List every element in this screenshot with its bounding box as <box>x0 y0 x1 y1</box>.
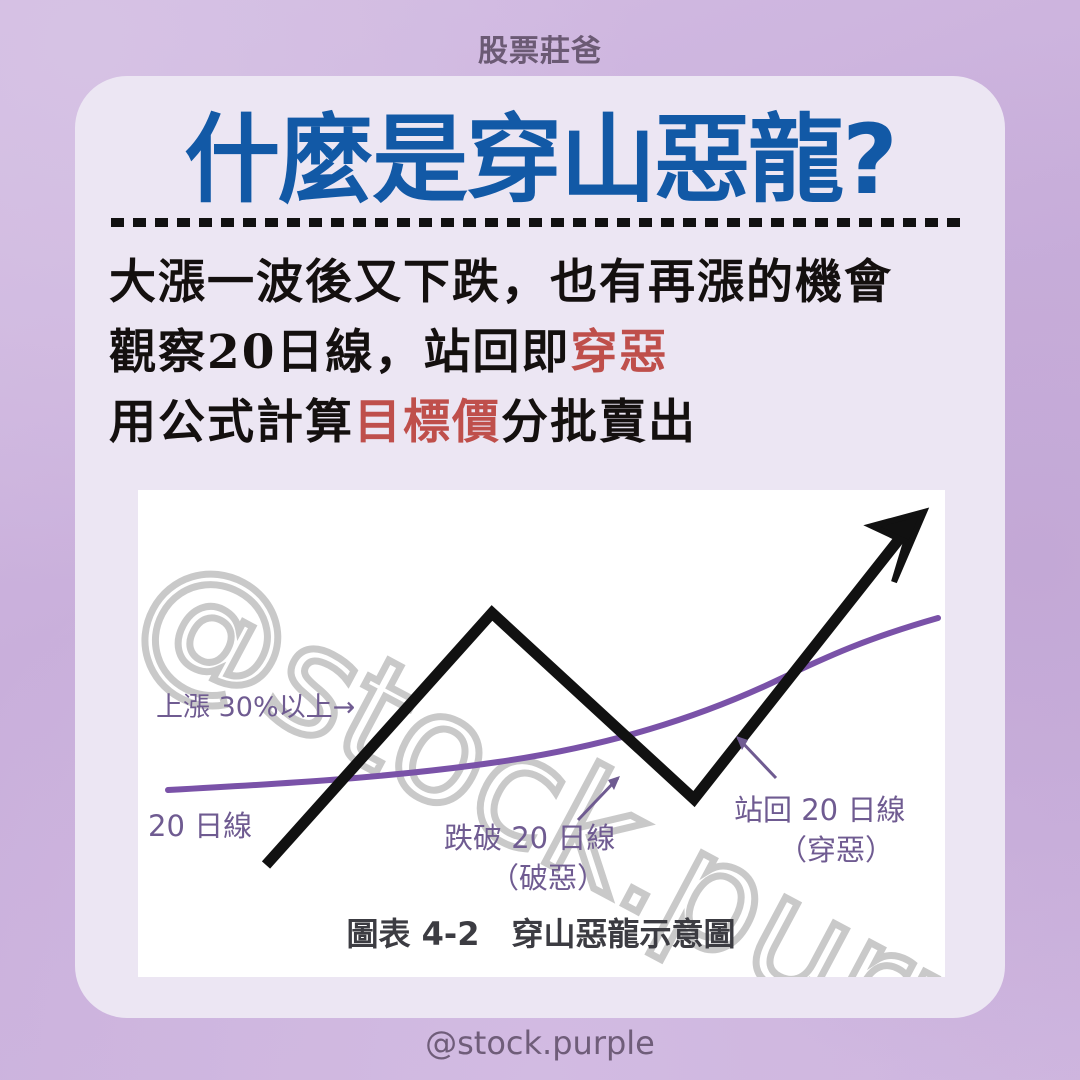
bullet-line-3: 用公式計算目標價分批賣出 <box>109 388 971 458</box>
bullet-2-highlight: 穿惡 <box>570 325 669 380</box>
bullet-1-text: 大漲一波後又下跌，也有再漲的機會 <box>109 255 893 310</box>
chart-panel: @stock.purple 上漲 30%以上→ 20 日線 跌破 20 日線 （… <box>138 490 945 977</box>
pattern-diagram-svg: @stock.purple 上漲 30%以上→ 20 日線 跌破 20 日線 （… <box>138 507 945 977</box>
annotation-break-sublabel: （破惡） <box>490 861 606 895</box>
bullet-3-text-a: 用公式計算 <box>109 395 354 450</box>
annotation-break-label: 跌破 20 日線 <box>444 821 615 855</box>
bullet-2-text: 觀察20日線，站回即 <box>109 325 571 380</box>
bullet-list: 大漲一波後又下跌，也有再漲的機會 觀察20日線，站回即穿惡 用公式計算目標價分批… <box>109 248 971 458</box>
content-card: 什麼是穿山惡龍? 大漲一波後又下跌，也有再漲的機會 觀察20日線，站回即穿惡 用… <box>75 76 1005 1018</box>
chart-watermark: @stock.purple <box>138 518 945 977</box>
annotation-recover-arrow-head <box>736 736 748 750</box>
dashed-divider <box>111 218 969 227</box>
bullet-line-1: 大漲一波後又下跌，也有再漲的機會 <box>109 248 971 318</box>
bullet-3-text-b: 分批賣出 <box>501 395 697 450</box>
annotation-recover-sublabel: （穿惡） <box>778 833 894 867</box>
annotation-ma20-label: 20 日線 <box>148 809 252 843</box>
bullet-3-highlight: 目標價 <box>354 395 501 450</box>
watermark-text-group: @stock.purple <box>138 514 945 977</box>
chart-caption: 圖表 4-2 穿山惡龍示意圖 <box>347 915 736 953</box>
annotation-break-arrow-head <box>608 776 620 790</box>
price-zigzag-line <box>261 524 913 869</box>
top-account-handle: 股票莊爸 <box>478 34 602 69</box>
page-title: 什麼是穿山惡龍? <box>184 104 898 216</box>
price-arrow-head <box>863 507 930 584</box>
ma20-curve <box>165 615 941 793</box>
bullet-line-2: 觀察20日線，站回即穿惡 <box>109 318 971 388</box>
annotation-rise-label: 上漲 30%以上→ <box>156 692 355 723</box>
footer-account-handle: @stock.purple <box>425 1024 655 1062</box>
annotation-recover-label: 站回 20 日線 <box>734 793 905 827</box>
